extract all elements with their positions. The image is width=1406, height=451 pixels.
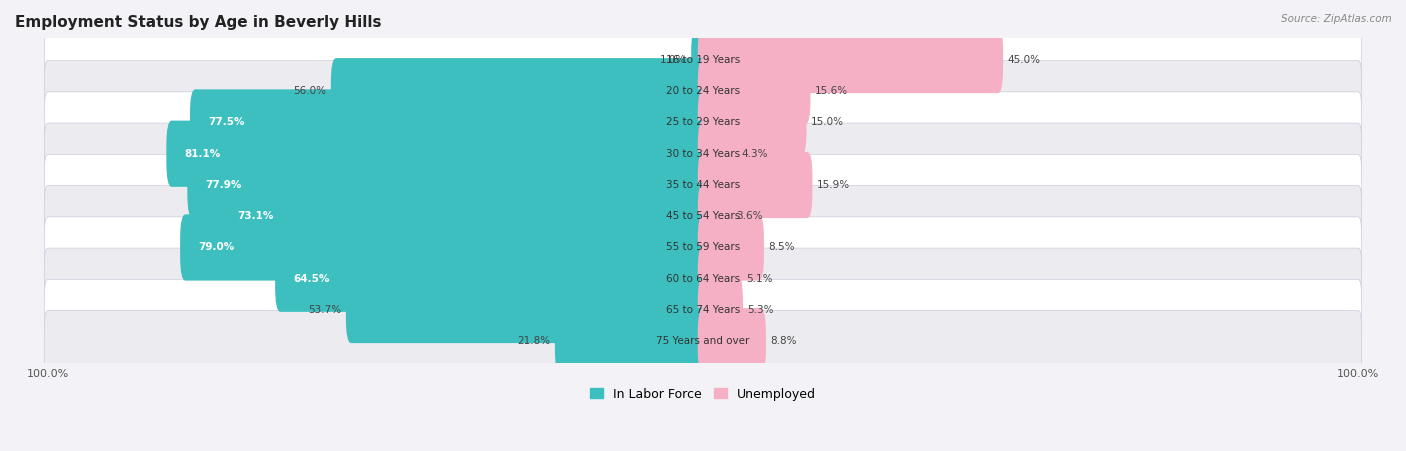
FancyBboxPatch shape bbox=[697, 277, 742, 343]
FancyBboxPatch shape bbox=[697, 214, 763, 281]
Text: 15.6%: 15.6% bbox=[815, 86, 848, 96]
FancyBboxPatch shape bbox=[45, 92, 1361, 153]
Text: 35 to 44 Years: 35 to 44 Years bbox=[666, 180, 740, 190]
FancyBboxPatch shape bbox=[330, 58, 709, 124]
Text: 5.1%: 5.1% bbox=[747, 274, 773, 284]
Text: 53.7%: 53.7% bbox=[308, 305, 342, 315]
Text: 81.1%: 81.1% bbox=[184, 149, 221, 159]
FancyBboxPatch shape bbox=[45, 279, 1361, 341]
Text: 45.0%: 45.0% bbox=[1008, 55, 1040, 65]
Text: 45 to 54 Years: 45 to 54 Years bbox=[666, 211, 740, 221]
FancyBboxPatch shape bbox=[346, 277, 709, 343]
Text: 30 to 34 Years: 30 to 34 Years bbox=[666, 149, 740, 159]
Text: 77.9%: 77.9% bbox=[205, 180, 242, 190]
Text: 79.0%: 79.0% bbox=[198, 243, 235, 253]
Text: 20 to 24 Years: 20 to 24 Years bbox=[666, 86, 740, 96]
Text: 8.8%: 8.8% bbox=[770, 336, 797, 346]
FancyBboxPatch shape bbox=[45, 248, 1361, 309]
FancyBboxPatch shape bbox=[276, 246, 709, 312]
FancyBboxPatch shape bbox=[697, 89, 807, 156]
FancyBboxPatch shape bbox=[697, 308, 766, 374]
FancyBboxPatch shape bbox=[180, 214, 709, 281]
FancyBboxPatch shape bbox=[166, 120, 709, 187]
FancyBboxPatch shape bbox=[45, 60, 1361, 122]
FancyBboxPatch shape bbox=[697, 120, 737, 187]
FancyBboxPatch shape bbox=[697, 27, 1002, 93]
FancyBboxPatch shape bbox=[697, 246, 741, 312]
Text: 8.5%: 8.5% bbox=[769, 243, 794, 253]
FancyBboxPatch shape bbox=[697, 183, 733, 249]
FancyBboxPatch shape bbox=[45, 123, 1361, 184]
FancyBboxPatch shape bbox=[190, 89, 709, 156]
Text: 25 to 29 Years: 25 to 29 Years bbox=[666, 117, 740, 128]
Text: 55 to 59 Years: 55 to 59 Years bbox=[666, 243, 740, 253]
Text: 1.0%: 1.0% bbox=[661, 55, 686, 65]
Text: 60 to 64 Years: 60 to 64 Years bbox=[666, 274, 740, 284]
Text: 77.5%: 77.5% bbox=[208, 117, 245, 128]
Text: Source: ZipAtlas.com: Source: ZipAtlas.com bbox=[1281, 14, 1392, 23]
Text: 64.5%: 64.5% bbox=[294, 274, 330, 284]
FancyBboxPatch shape bbox=[45, 311, 1361, 372]
Legend: In Labor Force, Unemployed: In Labor Force, Unemployed bbox=[585, 382, 821, 405]
FancyBboxPatch shape bbox=[697, 152, 813, 218]
Text: 5.3%: 5.3% bbox=[748, 305, 775, 315]
FancyBboxPatch shape bbox=[692, 27, 709, 93]
Text: 15.9%: 15.9% bbox=[817, 180, 851, 190]
Text: 75 Years and over: 75 Years and over bbox=[657, 336, 749, 346]
FancyBboxPatch shape bbox=[45, 29, 1361, 91]
Text: 21.8%: 21.8% bbox=[517, 336, 550, 346]
Text: 15.0%: 15.0% bbox=[811, 117, 844, 128]
Text: 4.3%: 4.3% bbox=[741, 149, 768, 159]
FancyBboxPatch shape bbox=[697, 58, 810, 124]
FancyBboxPatch shape bbox=[45, 186, 1361, 247]
Text: 65 to 74 Years: 65 to 74 Years bbox=[666, 305, 740, 315]
FancyBboxPatch shape bbox=[187, 152, 709, 218]
FancyBboxPatch shape bbox=[219, 183, 709, 249]
FancyBboxPatch shape bbox=[45, 154, 1361, 216]
FancyBboxPatch shape bbox=[45, 217, 1361, 278]
FancyBboxPatch shape bbox=[555, 308, 709, 374]
Text: 73.1%: 73.1% bbox=[238, 211, 274, 221]
Text: Employment Status by Age in Beverly Hills: Employment Status by Age in Beverly Hill… bbox=[15, 15, 381, 30]
Text: 56.0%: 56.0% bbox=[294, 86, 326, 96]
Text: 16 to 19 Years: 16 to 19 Years bbox=[666, 55, 740, 65]
Text: 3.6%: 3.6% bbox=[737, 211, 763, 221]
